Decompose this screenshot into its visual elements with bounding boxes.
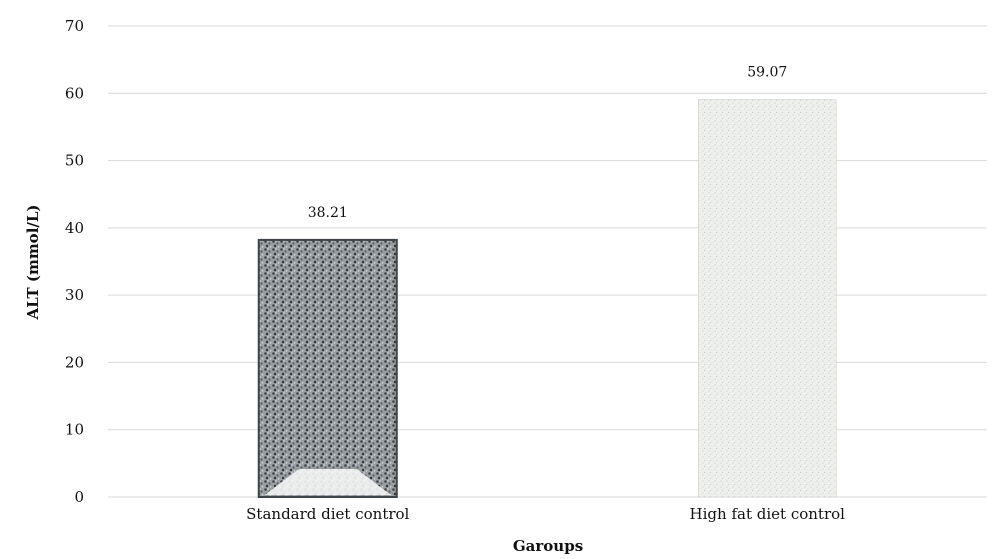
y-tick-label: 10 [65,421,84,439]
x-axis-title: Garoups [513,537,583,555]
y-tick-label: 50 [65,152,84,170]
x-axis-categories: Standard diet control High fat diet contr… [246,505,845,523]
y-tick-label: 30 [65,286,84,304]
bars: 38.21 59.07 [257,65,837,499]
y-tick-label: 70 [65,17,84,35]
y-tick-label: 0 [74,488,84,506]
bar-1-bevel [264,469,391,495]
bar-1 [257,238,398,499]
gridlines [108,25,987,498]
data-label-1: 38.21 [308,205,348,221]
y-tick-label: 20 [65,353,84,371]
y-axis-title: ALT (mmol/L) [24,204,42,320]
y-tick-label: 40 [65,219,84,237]
x-category-label-1: Standard diet control [246,505,409,523]
x-category-label-2: High fat diet control [690,505,846,523]
y-axis-ticks: 0 10 20 30 40 50 60 70 [65,17,84,506]
bar-2 [698,99,837,498]
data-label-2: 59.07 [747,65,787,81]
y-tick-label: 60 [65,84,84,102]
